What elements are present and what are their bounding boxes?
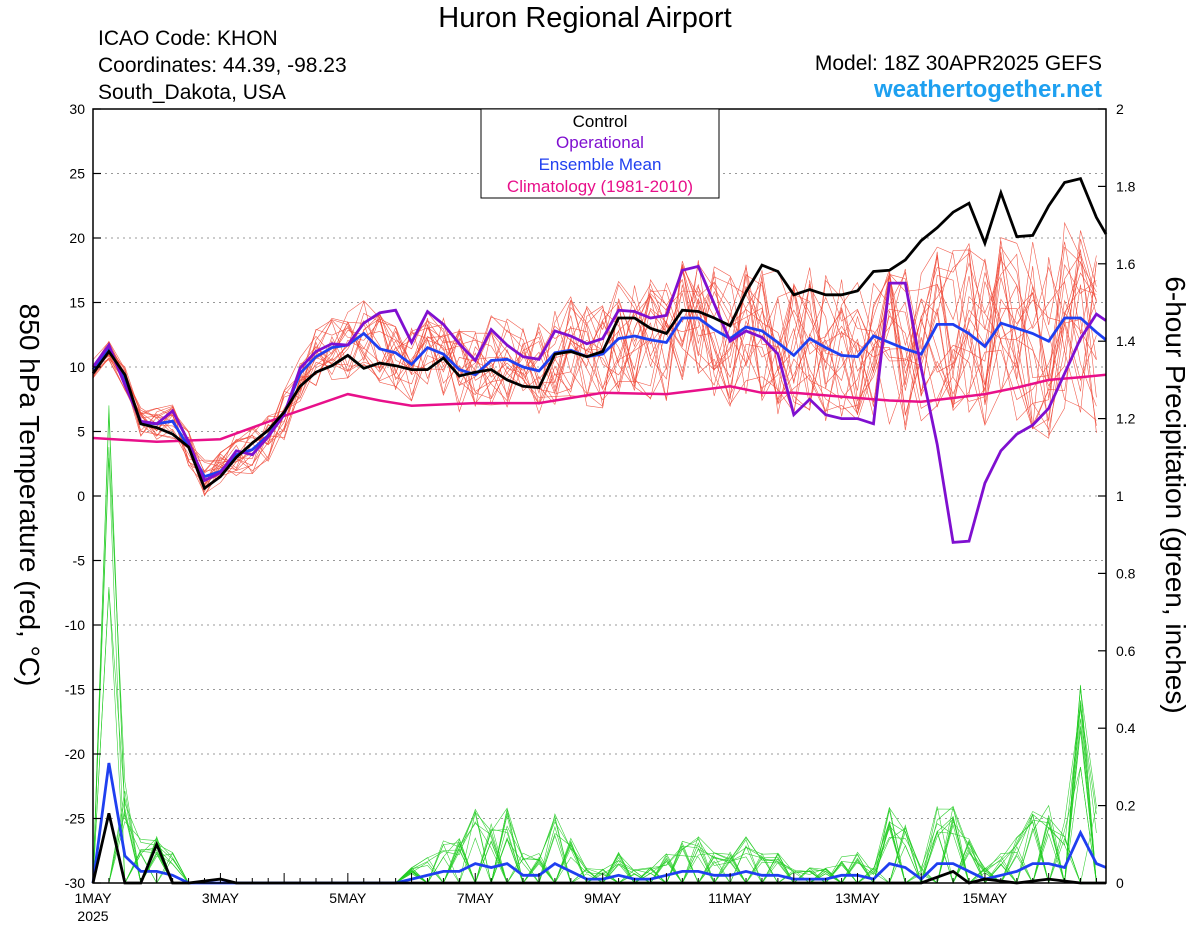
precip-member-line [92, 457, 1097, 885]
y-right-tick-label: 1.2 [1116, 411, 1136, 427]
y-right-tick-label: 1.4 [1116, 333, 1136, 349]
x-tick-sublabel: 2025 [77, 908, 108, 924]
precip-member-line [92, 405, 1097, 885]
coordinates: Coordinates: 44.39, -98.23 [98, 54, 347, 77]
precip-member-line [93, 684, 1097, 884]
y-right-tick-label: 2 [1116, 101, 1124, 117]
icao-code: ICAO Code: KHON [98, 27, 278, 50]
y-left-tick-label: -25 [65, 811, 85, 827]
x-tick-label: 7MAY [457, 890, 495, 906]
y-left-tick-label: 10 [69, 359, 85, 375]
precip-member-line [92, 447, 1097, 884]
y-right-tick-label: 1.8 [1116, 178, 1136, 194]
precip-member-line [92, 586, 1097, 884]
precip-member-line [92, 589, 1097, 884]
y-left-tick-label: -10 [65, 617, 85, 633]
y-left-tick-label: -30 [65, 875, 85, 891]
y-right-tick-label: 0.4 [1116, 720, 1136, 736]
y-left-tick-label: 30 [69, 101, 85, 117]
y-right-tick-label: 1.6 [1116, 256, 1136, 272]
y-right-tick-label: 1 [1116, 488, 1124, 504]
precip-member-line [93, 705, 1097, 884]
axes: 302520151050-5-10-15-20-25-3021.81.61.41… [65, 101, 1136, 924]
model-run: Model: 18Z 30APR2025 GEFS [814, 52, 1102, 75]
y-left-tick-label: 20 [69, 230, 85, 246]
site-link[interactable]: weathertogether.net [873, 76, 1102, 103]
control-temp-line [91, 177, 1108, 491]
x-tick-label: 11MAY [708, 890, 752, 906]
temp-member-line [92, 252, 1097, 473]
precip-member-line [93, 718, 1097, 884]
y-right-tick-label: 0.8 [1116, 565, 1136, 581]
ensemble-members [92, 221, 1097, 885]
y-left-tick-label: -20 [65, 746, 85, 762]
y-left-tick-label: 0 [77, 488, 85, 504]
grid [93, 173, 1106, 819]
legend-ensemble-mean: Ensemble Mean [539, 155, 662, 174]
temp-member-line [92, 240, 1097, 463]
y-left-tick-label: -15 [65, 682, 85, 698]
chart-title: Huron Regional Airport [438, 2, 732, 34]
operational-temp-line [91, 264, 1107, 544]
y-left-tick-label: 15 [69, 295, 85, 311]
y-right-tick-label: 0 [1116, 875, 1124, 891]
precip-member-line [93, 704, 1097, 884]
precip-member-line [93, 766, 1097, 884]
temp-member-line [92, 254, 1097, 497]
y-left-tick-label: 5 [77, 424, 85, 440]
legend-control: Control [573, 112, 628, 131]
x-tick-label: 9MAY [584, 890, 622, 906]
y-right-tick-label: 0.2 [1116, 798, 1136, 814]
x-tick-label: 5MAY [329, 890, 367, 906]
x-tick-label: 15MAY [963, 890, 1009, 906]
precip-member-line [93, 685, 1097, 885]
legend-operational: Operational [556, 133, 644, 152]
series-lines [91, 177, 1108, 885]
temp-member-line [92, 251, 1097, 493]
temp-member-line [92, 257, 1097, 480]
legend-box [480, 108, 720, 199]
y-left-tick-label: 25 [69, 166, 85, 182]
temp-member-line [92, 249, 1097, 477]
climatology-line [92, 373, 1107, 444]
legend: Control Operational Ensemble Mean Climat… [480, 108, 720, 199]
region: South_Dakota, USA [98, 81, 286, 104]
precip-member-line [93, 767, 1097, 885]
ensemble-mean-temp-line [91, 316, 1107, 479]
y-right-tick-label: 0.6 [1116, 643, 1136, 659]
x-tick-label: 1MAY [74, 890, 112, 906]
y-left-tick-label: -5 [73, 553, 86, 569]
legend-climatology: Climatology (1981-2010) [507, 177, 693, 196]
x-tick-label: 3MAY [202, 890, 240, 906]
x-tick-label: 13MAY [835, 890, 881, 906]
